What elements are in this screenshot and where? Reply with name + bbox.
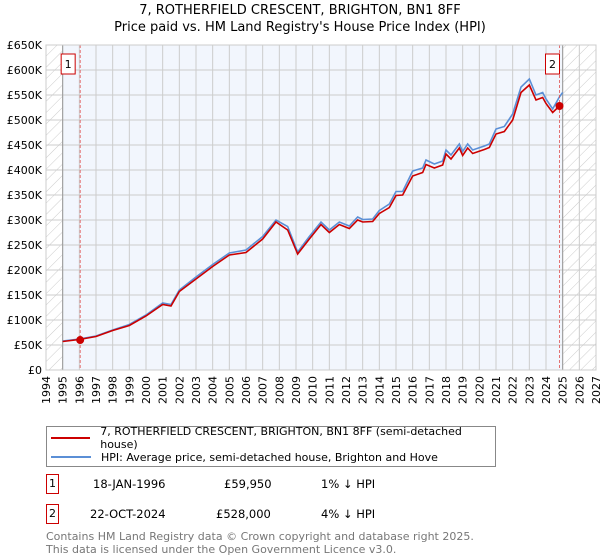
x-tick-label: 2026 xyxy=(573,376,586,404)
y-tick-label: £650K xyxy=(7,39,43,52)
x-tick-label: 2003 xyxy=(190,376,203,404)
x-tick-label: 1998 xyxy=(107,376,120,404)
y-tick-label: £300K xyxy=(7,214,43,227)
x-tick-label: 2019 xyxy=(457,376,470,404)
x-tick-label: 2016 xyxy=(407,376,420,404)
x-tick-label: 2008 xyxy=(273,376,286,404)
x-tick-label: 1995 xyxy=(57,376,70,404)
x-tick-label: 2005 xyxy=(223,376,236,404)
sale-hpi-diff: 1% ↓ HPI xyxy=(321,477,376,491)
hatch-before xyxy=(46,45,63,370)
y-tick-label: £250K xyxy=(7,239,43,252)
x-tick-label: 2015 xyxy=(390,376,403,404)
sale-point xyxy=(76,336,85,345)
x-tick-label: 2000 xyxy=(140,376,153,404)
x-tick-label: 2024 xyxy=(540,376,553,404)
x-tick-label: 2025 xyxy=(557,376,570,404)
chart-plot: 1994 1995 1996 1997 1998 1999 2000 2001 2002 2003… xyxy=(7,39,600,404)
footer-licence: This data is licensed under the Open Gov… xyxy=(46,543,397,556)
x-tick-label: 2009 xyxy=(290,376,303,404)
legend-label-property: 7, ROTHERFIELD CRESCENT, BRIGHTON, BN1 8… xyxy=(100,425,462,451)
y-tick-label: £350K xyxy=(7,189,43,202)
sale-label: 1 xyxy=(65,58,72,71)
chart-title: 7, ROTHERFIELD CRESCENT, BRIGHTON, BN1 8… xyxy=(139,3,461,18)
x-tick-label: 2027 xyxy=(590,376,600,404)
x-tick-label: 2018 xyxy=(440,376,453,404)
legend-label-hpi: HPI: Average price, semi-detached house,… xyxy=(101,450,438,464)
y-tick-label: £450K xyxy=(7,139,43,152)
y-tick-label: £150K xyxy=(7,289,43,302)
x-tick-label: 2020 xyxy=(473,376,486,404)
x-tick-label: 2007 xyxy=(257,376,270,404)
x-tick-label: 2010 xyxy=(307,376,320,404)
hpi-line xyxy=(62,77,564,342)
y-tick-label: £200K xyxy=(7,264,43,277)
sale-price: £528,000 xyxy=(216,507,271,521)
x-tick-label: 1994 xyxy=(40,376,53,404)
y-tick-label: £400K xyxy=(7,164,43,177)
sale-hpi-diff: 4% ↓ HPI xyxy=(321,507,376,521)
x-tick-label: 2022 xyxy=(507,376,520,404)
sale-point xyxy=(555,102,564,110)
sale-row: 2 22-OCT-2024 £528,000 4% ↓ HPI xyxy=(46,504,546,526)
x-tick-label: 2011 xyxy=(323,376,336,404)
footer-copyright: Contains HM Land Registry data © Crown c… xyxy=(46,530,474,543)
x-tick-label: 1999 xyxy=(123,376,136,404)
legend: 7, ROTHERFIELD CRESCENT, BRIGHTON, BN1 8… xyxy=(46,425,496,467)
sale-row: 1 18-JAN-1996 £59,950 1% ↓ HPI xyxy=(46,474,546,496)
footer: Contains HM Land Registry data © Crown c… xyxy=(46,530,474,556)
sale-label-box xyxy=(545,53,560,75)
x-tick-label: 2004 xyxy=(207,376,220,404)
x-tick-label: 2023 xyxy=(523,376,536,404)
property-price-line xyxy=(62,83,563,343)
y-tick-label: £50K xyxy=(14,339,43,352)
sale-price: £59,950 xyxy=(224,477,272,491)
y-tick-label: £500K xyxy=(7,114,43,127)
plot-frame xyxy=(45,44,597,371)
sale-date: 22-OCT-2024 xyxy=(90,507,166,521)
sale-date: 18-JAN-1996 xyxy=(93,477,166,491)
sale-label: 2 xyxy=(549,58,556,71)
x-tick-label: 2006 xyxy=(240,376,253,404)
x-tick-label: 2001 xyxy=(157,376,170,404)
sale-badge: 2 xyxy=(46,504,59,524)
y-tick-label: £600K xyxy=(7,64,43,77)
x-tick-label: 2012 xyxy=(340,376,353,404)
sale-badge: 1 xyxy=(46,474,59,494)
x-tick-label: 2002 xyxy=(173,376,186,404)
x-tick-label: 2021 xyxy=(490,376,503,404)
y-tick-label: £0 xyxy=(28,364,42,377)
x-tick-label: 2013 xyxy=(357,376,370,404)
sale-label-box xyxy=(60,53,76,75)
legend-swatch-hpi xyxy=(51,456,91,458)
x-tick-label: 1997 xyxy=(90,376,103,404)
y-tick-label: £550K xyxy=(7,89,43,102)
x-tick-label: 2017 xyxy=(423,376,436,404)
x-tick-label: 2014 xyxy=(373,376,386,404)
legend-swatch-property xyxy=(51,437,91,439)
y-tick-label: £100K xyxy=(7,314,43,327)
chart-subtitle: Price paid vs. HM Land Registry's House … xyxy=(114,20,486,35)
x-tick-label: 1996 xyxy=(73,376,86,404)
